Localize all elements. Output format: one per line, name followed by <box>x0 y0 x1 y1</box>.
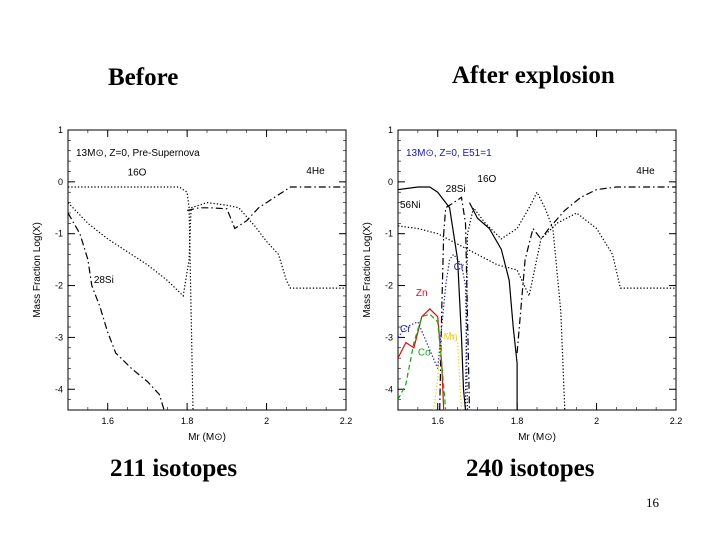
series-line-Co <box>398 313 447 410</box>
y-tick-label: -1 <box>55 229 63 239</box>
plot-frame <box>397 129 677 411</box>
x-axis-label: Mr (M⊙) <box>188 432 226 443</box>
plot-frame <box>67 129 347 411</box>
x-tick-label: 2.2 <box>670 416 683 426</box>
series-label-28Si: 28Si <box>94 275 114 286</box>
before-isotope-count: 211 isotopes <box>110 455 238 482</box>
series-line-16O <box>464 190 566 410</box>
series-line-unlabeled <box>516 186 676 354</box>
series-label-4He: 4He <box>636 166 655 177</box>
x-tick-label: 1.6 <box>101 416 114 426</box>
chart-title: 13M⊙, Z=0, Pre-Supernova <box>76 148 200 159</box>
x-tick-label: 2.2 <box>340 416 353 426</box>
series-line-28Si <box>68 212 165 410</box>
chart-after-explosion: 1.6 1.8 2 2.2 1 0 -1 -2 -3 -4 Mr (M⊙) Mass Fraction… <box>362 125 683 443</box>
series-line-56Ni <box>398 186 467 410</box>
series-line-4He <box>68 201 346 298</box>
series-line-Mn <box>433 331 463 410</box>
series-label-16O: 16O <box>477 174 496 185</box>
y-tick-label: 1 <box>388 125 393 135</box>
series-line-unlabeled <box>186 186 346 230</box>
series-line-unlabeled <box>468 202 518 410</box>
series-label-Cr: Cr <box>400 324 411 335</box>
after-explosion-heading: After explosion <box>452 62 615 89</box>
y-tick-label: 0 <box>388 177 393 187</box>
y-tick-label: -4 <box>55 384 63 394</box>
y-tick-label: -2 <box>55 281 63 291</box>
x-tick-label: 2 <box>264 416 269 426</box>
series-label-Cr: Cr <box>454 262 465 273</box>
series-line-4He <box>398 212 676 298</box>
y-axis-label: Mass Fraction Log(X) <box>32 222 43 318</box>
y-tick-label: -2 <box>385 281 393 291</box>
y-tick-label: -4 <box>385 384 393 394</box>
chart-title: 13M⊙, Z=0, E51=1 <box>406 148 492 159</box>
series-label-56Ni: 56Ni <box>400 200 421 211</box>
y-tick-label: -3 <box>55 332 63 342</box>
series-label-Co: Co <box>418 348 431 359</box>
series-label-4He: 4He <box>306 166 325 177</box>
before-heading: Before <box>108 64 179 91</box>
y-tick-label: -1 <box>385 229 393 239</box>
series-label-Mn: Mn <box>444 332 458 343</box>
series-label-28Si: 28Si <box>446 184 466 195</box>
y-axis-label: Mass Fraction Log(X) <box>362 222 373 318</box>
after-isotope-count: 240 isotopes <box>466 455 595 482</box>
series-label-Zn: Zn <box>416 288 428 299</box>
y-tick-label: 1 <box>58 125 63 135</box>
x-tick-label: 1.6 <box>431 416 444 426</box>
x-tick-label: 2 <box>594 416 599 426</box>
page-number: 16 <box>646 495 659 510</box>
y-tick-label: -3 <box>385 332 393 342</box>
x-tick-label: 1.8 <box>181 416 194 426</box>
series-label-16O: 16O <box>128 168 147 179</box>
series-line-16O <box>68 186 194 410</box>
x-axis-label: Mr (M⊙) <box>518 432 556 443</box>
y-tick-label: 0 <box>58 177 63 187</box>
series-line-28Si <box>439 196 471 410</box>
x-tick-label: 1.8 <box>511 416 524 426</box>
chart-before-presupernova: 1.6 1.8 2 2.2 1 0 -1 -2 -3 -4 Mr (M⊙) Mass Fraction… <box>32 125 353 443</box>
